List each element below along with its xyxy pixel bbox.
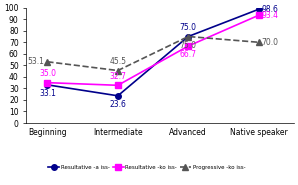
- Text: 75.0: 75.0: [180, 23, 197, 32]
- Text: 33.1: 33.1: [39, 89, 56, 98]
- Text: 23.6: 23.6: [109, 100, 126, 109]
- Text: 98.6: 98.6: [261, 5, 278, 14]
- Text: 70.0: 70.0: [261, 38, 278, 47]
- Text: 45.5: 45.5: [109, 57, 126, 66]
- Legend: Resultative -a iss-, Resultative -ko iss-, Progressive -ko iss-: Resultative -a iss-, Resultative -ko iss…: [46, 163, 247, 172]
- Text: 32.7: 32.7: [109, 72, 126, 81]
- Text: 66.7: 66.7: [180, 50, 197, 59]
- Text: 35.0: 35.0: [39, 70, 56, 78]
- Text: 75.0: 75.0: [180, 41, 197, 50]
- Text: 53.1: 53.1: [28, 57, 45, 66]
- Text: 93.4: 93.4: [261, 11, 278, 20]
